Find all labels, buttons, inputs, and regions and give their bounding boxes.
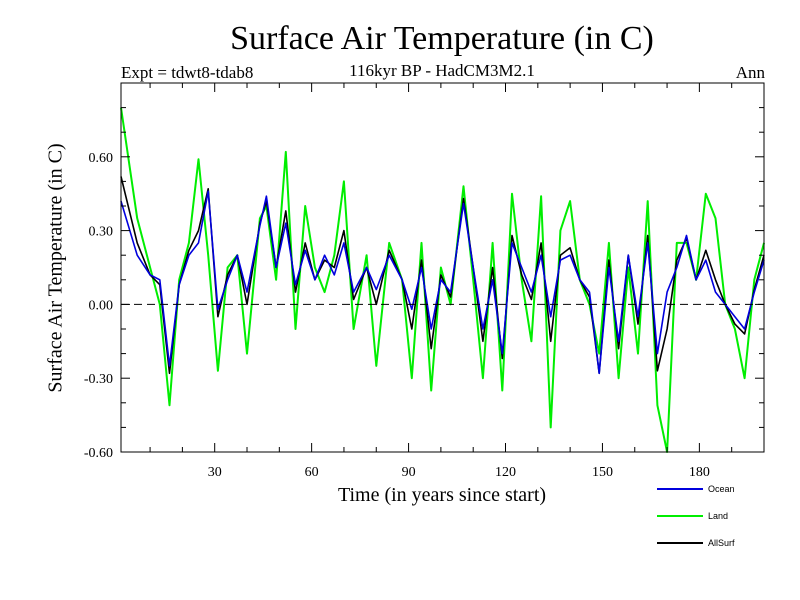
plot-frame	[120, 82, 765, 453]
x-tick-label: 150	[592, 465, 613, 480]
y-tick-label: -0.60	[84, 446, 113, 461]
legend-label-land: Land	[708, 511, 728, 521]
x-tick-label: 30	[208, 465, 222, 480]
x-tick-label: 180	[689, 465, 710, 480]
y-tick-label: 0.00	[89, 298, 114, 313]
x-axis-label: Time (in years since start)	[337, 484, 547, 506]
legend: Ocean Land AllSurf	[657, 484, 735, 548]
x-tick-label: 90	[402, 465, 416, 480]
x-tick-label: 60	[305, 465, 319, 480]
ticks-layer: 30 60 90 120 150 180 -0.60 -0.30 0.00 0.30 0.60	[84, 83, 764, 480]
legend-label-allsurf: AllSurf	[708, 538, 735, 548]
chart-subtitle: 116kyr BP - HadCM3M2.1	[349, 61, 535, 80]
x-tick-label: 120	[495, 465, 516, 480]
y-tick-label: 0.30	[89, 225, 114, 240]
y-tick-label: 0.60	[89, 151, 114, 166]
series-line-ocean	[120, 190, 765, 375]
series-layer	[120, 107, 765, 453]
y-tick-label: -0.30	[84, 372, 113, 387]
experiment-label: Expt = tdwt8-tdab8	[121, 63, 254, 82]
legend-label-ocean: Ocean	[708, 484, 735, 494]
season-label: Ann	[735, 63, 765, 82]
chart-title: Surface Air Temperature (in C)	[230, 20, 654, 57]
